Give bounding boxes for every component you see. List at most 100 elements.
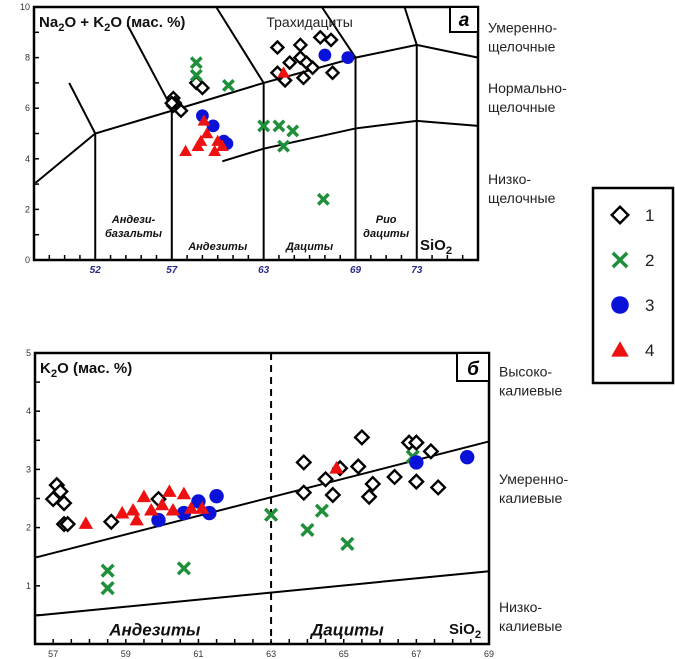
plot-frame bbox=[32, 5, 480, 262]
side-label: калиевые bbox=[499, 618, 562, 634]
circle-marker bbox=[341, 51, 355, 64]
x-tick-label: 61 bbox=[193, 649, 203, 659]
cross-marker bbox=[189, 56, 203, 70]
triangle-marker bbox=[144, 502, 159, 516]
diamond-marker bbox=[422, 442, 440, 460]
diamond-marker bbox=[429, 478, 447, 496]
diamond-marker bbox=[304, 60, 321, 76]
legend-item-4: 4 bbox=[611, 341, 654, 360]
x-tick-label: 69 bbox=[350, 265, 362, 276]
cross-marker bbox=[263, 507, 279, 522]
x-tick-label: 69 bbox=[484, 649, 494, 659]
cross-stroke bbox=[300, 522, 315, 538]
diamond-marker bbox=[55, 494, 73, 512]
diamond-marker bbox=[386, 468, 404, 486]
label-part: 2 bbox=[475, 629, 481, 641]
label-part: 2 bbox=[104, 22, 110, 34]
region-label: Рио bbox=[376, 214, 397, 226]
label-part: SiO bbox=[420, 237, 446, 254]
diamond-marker bbox=[407, 434, 425, 452]
label-part: O (мас. %) bbox=[110, 14, 185, 31]
region-label: Андезиты bbox=[108, 620, 201, 639]
cross-marker bbox=[316, 192, 330, 206]
legend-item-3: 3 bbox=[611, 296, 654, 315]
legend-label: 4 bbox=[645, 341, 654, 360]
region-label: Дациты bbox=[285, 241, 334, 253]
cross-marker bbox=[277, 139, 290, 153]
y-tick-label: 0 bbox=[25, 255, 30, 265]
side-label: Низко- bbox=[488, 171, 531, 187]
side-label: Высоко- bbox=[499, 363, 552, 379]
series-1 bbox=[164, 29, 341, 119]
diamond-marker bbox=[312, 29, 329, 46]
plot-frame bbox=[33, 351, 491, 646]
y-tick-label: 3 bbox=[26, 464, 31, 474]
triangle-marker bbox=[136, 489, 152, 503]
triangle-marker bbox=[162, 484, 177, 497]
side-label: щелочные bbox=[488, 99, 556, 115]
cross-stroke bbox=[286, 124, 300, 138]
triangle-marker bbox=[176, 486, 192, 500]
triangle-marker bbox=[179, 144, 192, 157]
cross-stroke bbox=[100, 581, 115, 596]
panel-label: б bbox=[467, 359, 480, 380]
triangle-marker bbox=[208, 144, 222, 157]
cross-stroke bbox=[277, 139, 290, 153]
cross-marker bbox=[257, 119, 271, 133]
series-2 bbox=[100, 449, 420, 596]
boundary-line bbox=[321, 6, 357, 260]
cross-stroke bbox=[189, 68, 203, 82]
label-part: Na bbox=[39, 14, 59, 31]
cross-marker bbox=[286, 124, 300, 138]
legend-label: 2 bbox=[645, 251, 654, 270]
circle-marker bbox=[318, 48, 332, 62]
side-label: Умеренно- bbox=[488, 19, 557, 35]
series-4 bbox=[179, 66, 290, 157]
series-2 bbox=[189, 56, 330, 206]
triangle-marker bbox=[78, 516, 94, 529]
label-part: 2 bbox=[446, 245, 452, 257]
x-tick-label: 52 bbox=[90, 265, 102, 276]
diamond-marker bbox=[295, 484, 313, 502]
diamond-marker bbox=[295, 70, 312, 86]
y-tick-label: 6 bbox=[25, 103, 30, 113]
y-tick-label: 4 bbox=[25, 154, 30, 164]
cross-marker bbox=[100, 563, 115, 578]
boundary-line bbox=[403, 6, 418, 260]
diamond-marker bbox=[349, 458, 367, 475]
side-label: калиевые bbox=[499, 382, 562, 398]
cross-stroke bbox=[272, 119, 286, 133]
cross-stroke bbox=[100, 563, 115, 578]
cross-marker bbox=[176, 561, 191, 576]
triangle-marker bbox=[277, 66, 290, 78]
diamond-marker bbox=[317, 470, 335, 488]
region-label: базальты bbox=[105, 228, 163, 240]
x-tick-label: 57 bbox=[48, 649, 58, 659]
x-tick-label: 57 bbox=[166, 265, 178, 276]
cross-stroke bbox=[189, 56, 203, 70]
diamond-marker bbox=[360, 488, 378, 506]
diamond-marker bbox=[281, 54, 298, 71]
triangle-marker bbox=[191, 139, 205, 151]
cross-marker bbox=[272, 119, 286, 133]
y-tick-label: 4 bbox=[26, 406, 31, 416]
triangle-marker bbox=[200, 127, 214, 139]
series-4 bbox=[78, 461, 344, 529]
x-tick-label: 59 bbox=[121, 649, 131, 659]
diamond-marker bbox=[295, 453, 313, 471]
diamond-marker bbox=[323, 32, 339, 48]
y-tick-label: 2 bbox=[25, 204, 30, 214]
circle-marker bbox=[409, 455, 424, 470]
diamond-marker bbox=[194, 80, 211, 96]
legend-item-1: 1 bbox=[610, 205, 654, 225]
cross-stroke bbox=[257, 119, 271, 133]
cross-stroke bbox=[176, 561, 191, 576]
diamond-marker bbox=[292, 37, 309, 53]
triangle-marker bbox=[329, 461, 344, 474]
diamond-marker bbox=[364, 475, 382, 493]
label-part: SiO bbox=[449, 621, 475, 638]
y-axis-title: Na2O + K2O (мас. %) bbox=[39, 14, 185, 34]
triangle-marker bbox=[129, 512, 144, 526]
